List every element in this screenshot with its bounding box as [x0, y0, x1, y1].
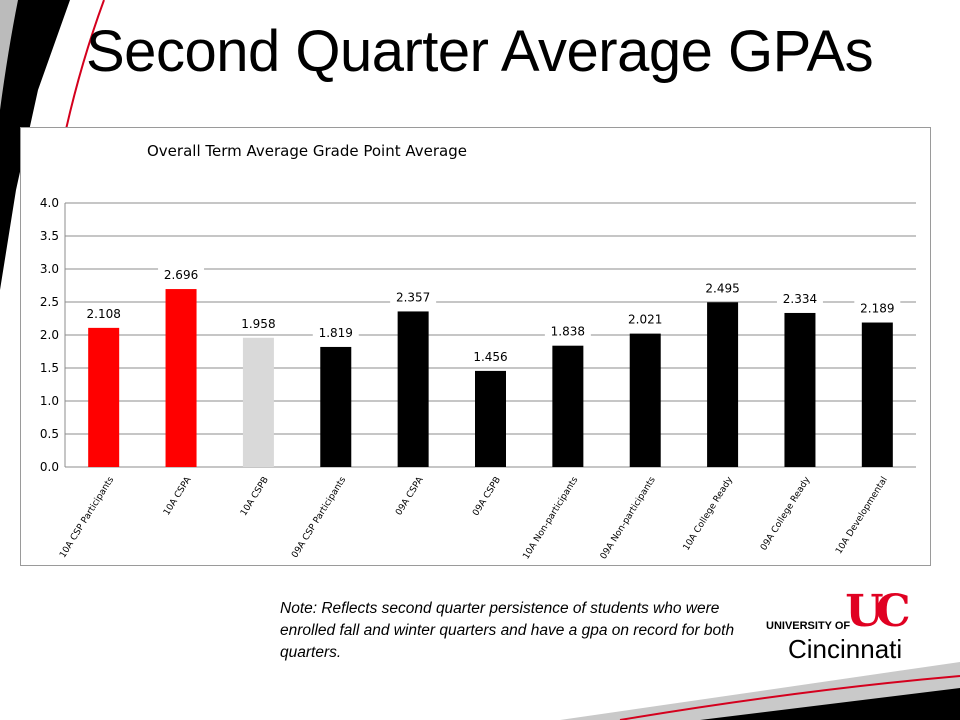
data-label: 2.495 [705, 281, 739, 295]
x-tick-label: 09A College Ready [759, 475, 813, 553]
data-label: 1.819 [319, 326, 353, 340]
data-label-bg [699, 278, 746, 297]
logo-line-1: UNIVERSITY OF [766, 620, 850, 632]
data-label: 2.696 [164, 268, 198, 282]
gridlines [64, 202, 916, 468]
bar [242, 337, 274, 467]
bar [165, 289, 197, 467]
data-label: 2.334 [783, 292, 817, 306]
logo-monogram: UC [845, 586, 908, 637]
x-tick-label: 09A Non-participants [599, 475, 658, 561]
data-label-bg [854, 298, 901, 317]
black-swoosh-left [0, 0, 70, 290]
y-tick-label: 3.0 [40, 262, 59, 276]
chart-title: Overall Term Average Grade Point Average [147, 142, 467, 160]
x-tick-label: 10A CSP Participants [58, 475, 116, 560]
y-tick-label: 0.5 [40, 427, 59, 441]
data-label: 2.021 [628, 313, 662, 327]
data-label-bg [312, 322, 359, 341]
bars [88, 289, 893, 467]
y-tick-label: 1.5 [40, 361, 59, 375]
data-label-bg [467, 346, 514, 365]
x-axis-ticks: 10A CSP Participants 10A CSPA 10A CSPB 09A … [58, 475, 890, 562]
data-label-bg [235, 313, 282, 332]
x-tick-label: 10A Non-participants [521, 475, 580, 561]
logo-line-2: Cincinnati [788, 634, 902, 664]
x-tick-label: 10A CSPA [162, 475, 194, 518]
bar [397, 311, 429, 467]
bar [88, 327, 120, 467]
y-tick-label: 2.5 [40, 295, 59, 309]
bar [784, 312, 816, 467]
y-tick-label: 3.5 [40, 229, 59, 243]
bar [552, 345, 584, 467]
x-tick-label: 09A CSP Participants [290, 475, 348, 560]
data-label-bg [158, 265, 205, 284]
page-title: Second Quarter Average GPAs [86, 19, 874, 84]
data-label: 1.838 [551, 325, 585, 339]
x-tick-label: 09A CSPA [394, 475, 426, 518]
data-label: 2.189 [860, 302, 894, 316]
data-label-bg [776, 288, 823, 307]
data-label: 1.456 [473, 350, 507, 364]
x-tick-label: 10A CSPB [239, 475, 271, 518]
bar [861, 322, 893, 467]
university-logo: UC UNIVERSITY OF Cincinnati [766, 586, 917, 664]
black-swoosh-bottom-right [700, 688, 960, 720]
y-tick-label: 0.0 [40, 460, 59, 474]
x-tick-label: 10A Developmental [834, 475, 890, 556]
red-swoosh-bottom [619, 675, 960, 720]
data-label-bg [80, 303, 127, 322]
y-tick-label: 1.0 [40, 394, 59, 408]
data-label: 2.357 [396, 290, 430, 304]
bar [629, 333, 661, 467]
data-labels: 2.108 2.696 1.958 1.819 2.357 1.456 1.838 2.021… [80, 265, 901, 365]
x-tick-label: 10A College Ready [682, 475, 736, 553]
bar [707, 302, 739, 467]
gray-swoosh-top [0, 0, 18, 110]
bar [320, 346, 352, 467]
x-tick-label: 09A CSPB [471, 475, 503, 518]
y-axis-ticks: 0.0 0.5 1.0 1.5 2.0 2.5 3.0 3.5 4.0 [40, 196, 59, 474]
data-label-bg [622, 309, 669, 328]
y-tick-label: 4.0 [40, 196, 59, 210]
data-label-bg [544, 321, 591, 340]
chart-frame: Overall Term Average Grade Point Average… [20, 127, 931, 566]
data-label-bg [390, 287, 437, 306]
data-label: 1.958 [241, 317, 275, 331]
bar-chart: Overall Term Average Grade Point Average… [40, 142, 916, 562]
bar [475, 370, 506, 467]
data-label: 2.108 [87, 307, 121, 321]
y-tick-label: 2.0 [40, 328, 59, 342]
footnote: Note: Reflects second quarter persistenc… [280, 600, 735, 661]
